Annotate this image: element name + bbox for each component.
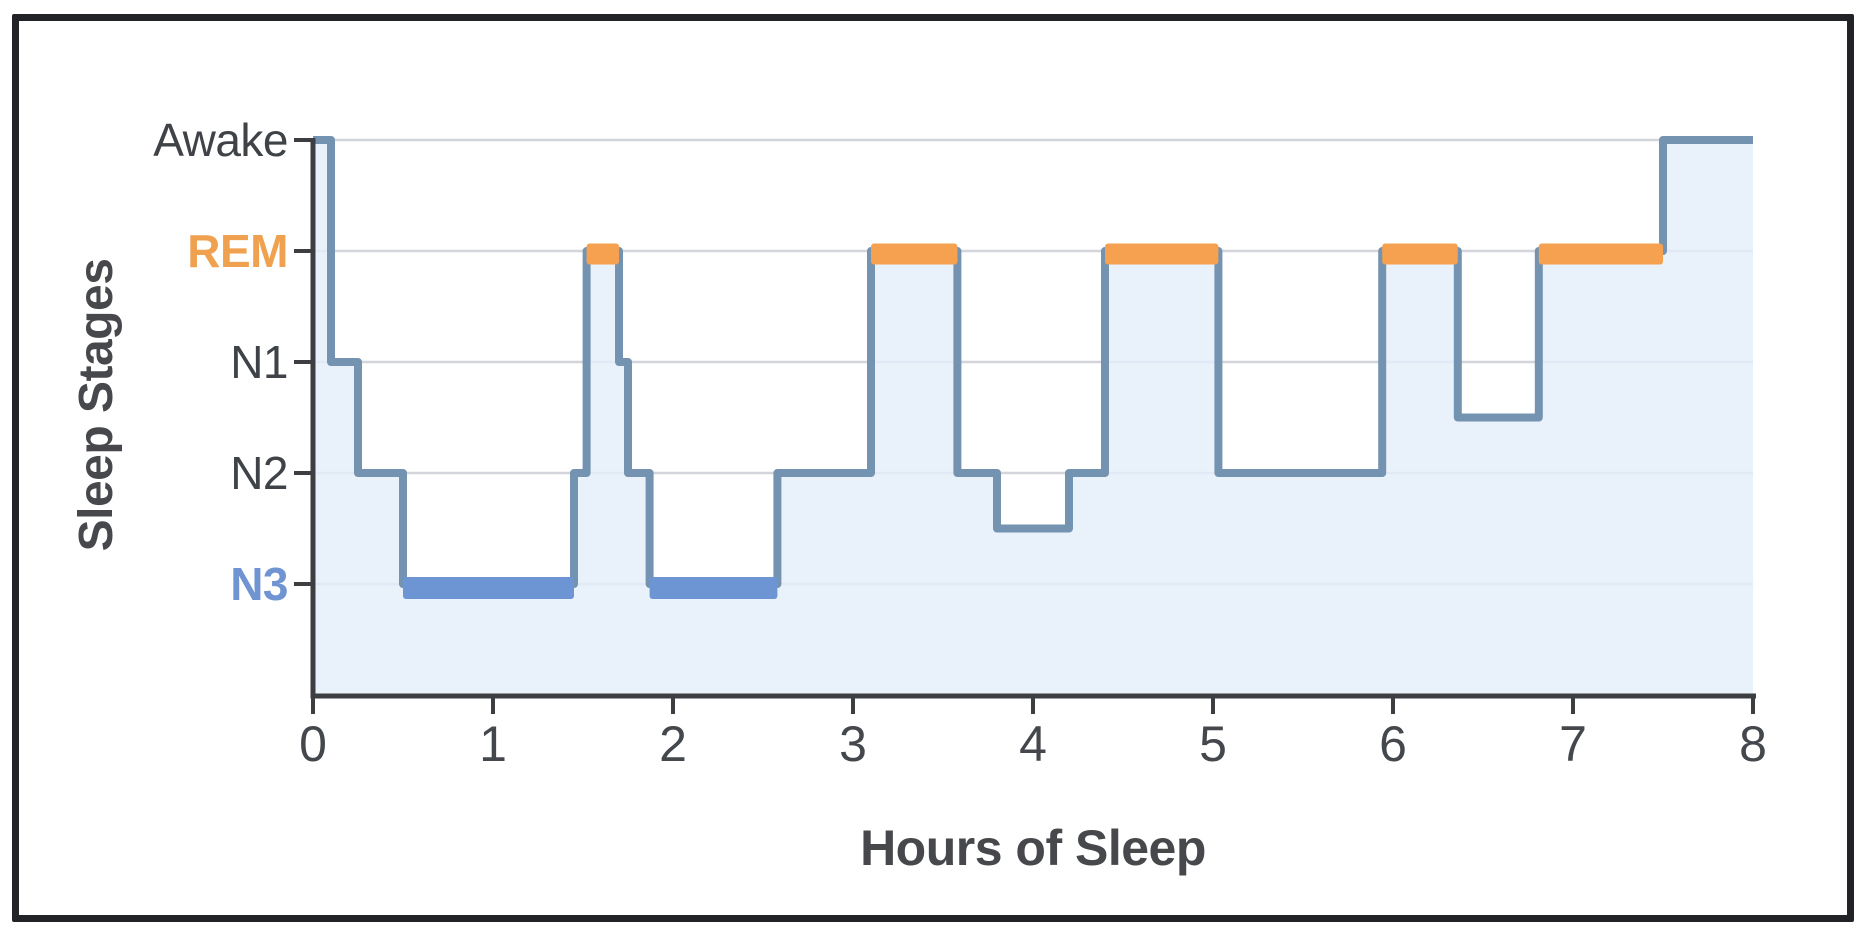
x-tick-label-7: 7	[1559, 716, 1587, 772]
x-tick-label-3: 3	[839, 716, 867, 772]
x-tick-label-4: 4	[1019, 716, 1047, 772]
n3-highlight	[649, 577, 778, 599]
y-tick-label-n2: N2	[230, 447, 288, 499]
y-tick-label-n1: N1	[230, 336, 288, 388]
rem-highlight	[1538, 243, 1663, 265]
y-tick-label-awake: Awake	[153, 114, 288, 166]
x-tick-label-1: 1	[479, 716, 507, 772]
rem-highlight	[1105, 243, 1219, 265]
x-tick-label-5: 5	[1199, 716, 1227, 772]
x-axis-title: Hours of Sleep	[860, 820, 1206, 876]
rem-highlight	[871, 243, 958, 265]
rem-highlight	[586, 243, 619, 265]
x-tick-label-6: 6	[1379, 716, 1407, 772]
sleep-area-fill	[313, 140, 1753, 696]
x-tick-label-8: 8	[1739, 716, 1767, 772]
n3-highlight	[403, 577, 574, 599]
x-tick-label-0: 0	[299, 716, 327, 772]
y-tick-label-rem: REM	[187, 225, 288, 277]
x-tick-label-2: 2	[659, 716, 687, 772]
y-tick-label-n3: N3	[230, 558, 288, 610]
rem-highlight	[1382, 243, 1458, 265]
